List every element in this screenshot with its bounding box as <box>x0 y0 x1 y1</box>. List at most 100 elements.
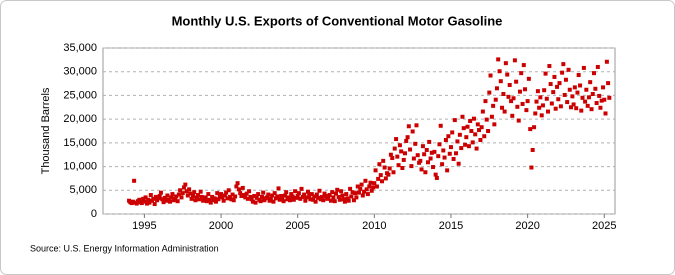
data-point <box>489 114 494 119</box>
data-point <box>379 179 384 184</box>
data-point <box>408 147 413 152</box>
data-point <box>530 147 535 152</box>
data-point <box>286 195 291 200</box>
data-point <box>542 88 547 93</box>
data-point <box>224 190 229 195</box>
data-point <box>578 83 583 88</box>
data-point <box>298 196 303 201</box>
data-point <box>477 128 482 133</box>
x-tick-label: 2020 <box>515 220 539 232</box>
data-point <box>132 178 137 183</box>
data-point <box>452 118 457 123</box>
data-point <box>561 62 566 67</box>
data-point <box>272 191 277 196</box>
data-point <box>486 129 491 133</box>
data-point <box>346 198 351 203</box>
data-point <box>220 195 225 200</box>
data-point <box>397 143 402 148</box>
data-point <box>547 64 552 69</box>
data-point <box>279 193 284 198</box>
data-point <box>208 200 213 205</box>
data-point <box>216 197 221 202</box>
data-point <box>410 129 415 134</box>
data-point <box>139 201 144 206</box>
y-tick-label: 15,000 <box>63 137 97 149</box>
data-point <box>502 109 507 114</box>
data-point <box>188 191 193 196</box>
data-point <box>427 139 432 144</box>
data-point <box>470 140 475 145</box>
data-point <box>334 191 339 196</box>
data-point <box>418 158 423 163</box>
data-point <box>526 76 531 81</box>
data-point <box>152 202 157 207</box>
data-point <box>304 195 309 200</box>
data-point <box>339 189 344 194</box>
data-point <box>327 193 332 198</box>
data-point <box>516 118 521 123</box>
data-point <box>193 198 198 203</box>
data-point <box>130 199 135 204</box>
data-point <box>438 123 443 128</box>
data-point <box>316 195 321 200</box>
data-point <box>225 196 230 201</box>
data-point <box>158 190 163 195</box>
data-point <box>161 200 166 205</box>
y-tick-label: 35,000 <box>63 42 97 54</box>
data-point <box>510 113 515 118</box>
data-point <box>345 196 350 201</box>
data-point <box>341 197 346 202</box>
data-point <box>466 144 471 149</box>
data-point <box>238 191 243 196</box>
data-point <box>359 182 364 187</box>
data-point <box>405 135 410 140</box>
data-point <box>180 191 185 196</box>
data-point <box>460 114 465 119</box>
data-point <box>222 193 227 198</box>
data-point <box>500 105 505 110</box>
data-point <box>529 165 534 170</box>
data-point <box>386 172 391 177</box>
data-point <box>511 96 516 101</box>
data-point <box>252 193 257 198</box>
data-point <box>603 111 608 116</box>
data-point <box>275 194 280 199</box>
data-point <box>450 130 455 135</box>
data-point <box>303 198 308 203</box>
data-point <box>368 180 373 185</box>
data-point <box>395 154 400 159</box>
data-point <box>181 185 186 190</box>
data-point <box>392 146 397 151</box>
data-point <box>544 96 549 101</box>
data-point <box>483 99 488 104</box>
data-point <box>574 106 579 111</box>
data-point <box>399 149 404 154</box>
data-point <box>160 197 165 202</box>
data-point <box>134 201 139 206</box>
data-point <box>479 125 484 130</box>
data-point <box>253 200 258 205</box>
chart-title: Monthly U.S. Exports of Conventional Mot… <box>172 13 503 28</box>
data-point <box>404 138 409 143</box>
y-tick-label: 0 <box>91 208 97 220</box>
data-point <box>231 198 236 203</box>
data-point <box>277 197 282 202</box>
data-point <box>494 86 499 91</box>
data-point <box>535 89 540 94</box>
x-tick-label: 1995 <box>132 220 156 232</box>
data-point <box>313 199 318 204</box>
data-point <box>570 94 575 99</box>
data-point <box>424 147 429 152</box>
data-point <box>415 153 420 158</box>
data-point <box>215 191 220 196</box>
data-point <box>175 199 180 204</box>
data-point <box>141 196 146 201</box>
data-point <box>534 99 539 104</box>
data-point <box>147 200 152 205</box>
data-point <box>581 65 586 70</box>
x-tick-label: 2015 <box>439 220 463 232</box>
data-point <box>174 194 179 199</box>
data-point <box>465 124 470 129</box>
data-point <box>354 195 359 200</box>
